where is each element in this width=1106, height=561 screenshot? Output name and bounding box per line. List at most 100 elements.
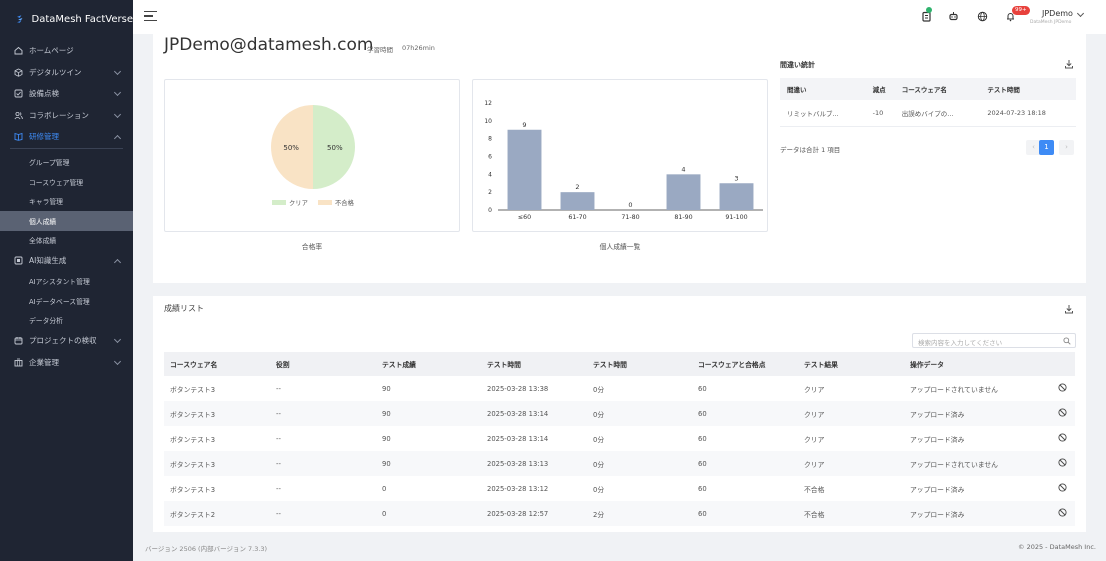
table-row[interactable]: ボタンテスト3 -- 0 2025-03-28 13:12 0分 60 不合格 アップロード済… (164, 476, 1075, 501)
logo-icon (17, 15, 23, 23)
bar-91-100[interactable] (719, 183, 754, 210)
table-cell: 60 (692, 401, 798, 426)
results-col-header: 役割 (270, 352, 376, 376)
error-stats-title: 間違い統計 (780, 61, 815, 69)
sidebar-item-building[interactable]: 企業管理 (0, 352, 133, 374)
sidebar-item-checklist[interactable]: 設備点検 (0, 83, 133, 105)
table-cell: -10 (865, 100, 895, 127)
sidebar-item-home[interactable]: ホームページ (0, 40, 133, 62)
sidebar-item-book[interactable]: 研修管理 (0, 126, 133, 148)
table-cell: ボタンテスト3 (170, 485, 216, 494)
home-icon (14, 47, 23, 55)
table-row[interactable]: ボタンテスト3 -- 90 2025-03-28 13:14 0分 60 クリア アップロード… (164, 401, 1075, 426)
pie-slice-clear[interactable] (313, 105, 355, 189)
table-cell: クリア (798, 451, 904, 476)
search-icon[interactable] (1063, 337, 1071, 345)
ban-icon[interactable] (1058, 433, 1067, 442)
y-tick-label: 8 (488, 136, 492, 143)
ban-icon[interactable] (1058, 383, 1067, 392)
app-logo[interactable]: DataMesh FactVerse (0, 0, 133, 38)
bar-61-70[interactable] (560, 192, 595, 210)
bell-icon[interactable] (1005, 11, 1016, 22)
table-cell: ボタンテスト2 (164, 501, 270, 526)
sidebar-subitem[interactable]: 全体成績 (29, 237, 57, 246)
ban-icon[interactable] (1058, 458, 1067, 467)
table-cell: リミットバルブ... (780, 100, 866, 127)
sidebar-menu: ホームページデジタルツイン 設備点検コラボレーション研修管理グループ管理コースウェ… (0, 40, 133, 373)
sidebar-subitem[interactable]: データ分析 (29, 317, 63, 326)
download-icon[interactable] (1064, 59, 1074, 69)
chevron-down-icon (113, 67, 122, 75)
sidebar-subitem[interactable]: キャラ管理 (29, 198, 63, 207)
error-col-header: 減点 (865, 78, 895, 100)
legend-swatch[interactable] (318, 200, 332, 205)
notification-badge: 99+ (1012, 6, 1030, 15)
robot-icon[interactable] (948, 11, 959, 22)
pager-prev-button[interactable]: ‹ (1026, 140, 1041, 155)
bar-value-label: 3 (734, 174, 738, 182)
table-cell: 0分 (587, 401, 692, 426)
sidebar-subitem[interactable]: AIデータベース管理 (29, 297, 90, 306)
pass-rate-caption: 合格率 (301, 243, 323, 251)
results-download-icon[interactable] (1064, 304, 1074, 314)
table-row[interactable]: ボタンテスト3 -- 90 2025-03-28 13:13 0分 60 クリア アップロード… (164, 451, 1075, 476)
pie-value-label: 50% (283, 144, 299, 152)
table-cell: アップロードされていません (910, 385, 998, 394)
profile-card: JPDemo@datamesh.com 学習時間 07h26min 50% 50%… (153, 34, 1086, 283)
bar-≤60[interactable] (507, 129, 542, 210)
pager-current-page[interactable]: 1 (1039, 140, 1054, 155)
sidebar-item-label: コラボレーション (29, 110, 89, 120)
table-cell: -- (270, 451, 376, 476)
sidebar-subitem[interactable]: AIアシスタント管理 (29, 278, 90, 287)
sidebar-item-cube[interactable]: デジタルツイン (0, 62, 133, 84)
top-header (133, 0, 1106, 34)
ban-icon[interactable] (1058, 408, 1067, 417)
legend-swatch[interactable] (272, 200, 286, 205)
x-category-label: ≤60 (518, 214, 531, 221)
chevron-down-icon (113, 335, 122, 344)
table-cell: 2分 (587, 501, 692, 526)
sidebar-subitem[interactable]: 個人成績 (0, 211, 133, 231)
table-cell: 2025-03-28 13:13 (481, 451, 587, 476)
row-action-cell (1052, 426, 1075, 451)
sidebar-subitem[interactable]: コースウェア管理 (29, 178, 84, 187)
row-action-cell (1052, 501, 1075, 526)
sidebar-item-project[interactable]: プロジェクトの検収 (0, 330, 133, 352)
users-icon (14, 111, 23, 120)
table-cell: 不合格 (804, 485, 825, 494)
legend-label[interactable]: 不合格 (335, 198, 355, 207)
bar-value-label: 9 (522, 121, 526, 129)
table-cell: ボタンテスト3 (164, 451, 270, 476)
user-name[interactable]: JPDemo (1042, 9, 1073, 18)
sidebar-subitem[interactable]: グループ管理 (29, 159, 70, 168)
results-col-header: 操作データ (904, 352, 1052, 376)
sidebar-item-users[interactable]: コラボレーション (0, 105, 133, 127)
table-row[interactable]: ボタンテスト3 -- 90 2025-03-28 13:38 0分 60 クリア アップロード… (164, 376, 1075, 401)
table-cell: -- (276, 384, 281, 393)
cube-icon (14, 68, 23, 77)
results-search-input[interactable]: 検索内容を入力してください (912, 333, 1076, 348)
results-title: 成績リスト (164, 304, 204, 313)
pie-slice-fail[interactable] (271, 105, 313, 189)
legend-label[interactable]: クリア (289, 199, 308, 207)
pager-next-button[interactable]: › (1059, 140, 1074, 155)
sidebar-item-ai[interactable]: AI知識生成 (0, 250, 133, 272)
table-row[interactable]: ボタンテスト2 -- 0 2025-03-28 12:57 2分 60 不合格 アップロード済… (164, 501, 1075, 526)
table-cell: 2025-03-28 13:14 (487, 434, 549, 443)
menu-toggle-icon[interactable] (144, 11, 157, 21)
ban-icon[interactable] (1058, 483, 1067, 492)
table-row[interactable]: ボタンテスト3 -- 90 2025-03-28 13:14 0分 60 クリア アップロード… (164, 426, 1075, 451)
y-tick-label: 12 (484, 100, 492, 107)
menu-divider (10, 147, 123, 149)
table-cell: 90 (382, 384, 391, 393)
ban-icon[interactable] (1058, 508, 1067, 517)
sidebar: DataMesh FactVerse ホームページデジタルツイン 設備点検コラボレ… (0, 0, 133, 561)
globe-icon[interactable] (977, 11, 988, 22)
bar-81-90[interactable] (666, 174, 701, 210)
table-cell: ボタンテスト3 (170, 385, 216, 394)
table-row[interactable]: リミットバルブ... -10 出誤めバイプの... 2024-07-23 18:18 (780, 100, 1076, 127)
y-tick-label: 6 (488, 154, 492, 161)
sidebar-item-label: ホームページ (29, 46, 74, 56)
results-col-header: テスト時間 (587, 352, 692, 376)
